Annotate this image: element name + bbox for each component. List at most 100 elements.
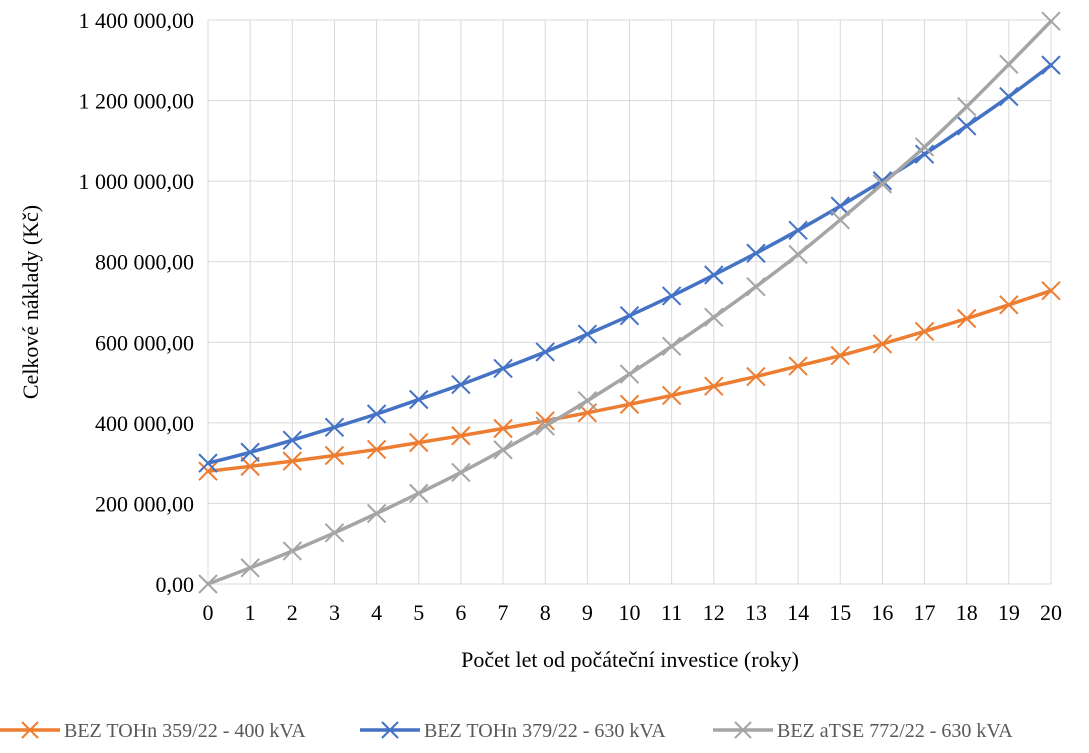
data-point-marker	[409, 483, 429, 504]
x-tick-label: 12	[703, 600, 725, 625]
legend-label: BEZ TOHn 359/22 - 400 kVA	[64, 720, 306, 742]
x-axis: 0 1 2 3 4 5 6 7 8 9 10 11 12 13 14 15 16 17 18 19 20	[203, 600, 1063, 625]
legend-item: BEZ TOHn 379/22 - 630 kVA	[360, 720, 666, 742]
data-point-marker	[746, 366, 766, 387]
data-point-marker	[999, 86, 1019, 107]
data-point-marker	[914, 321, 935, 342]
data-point-marker	[409, 389, 429, 410]
x-tick-label: 11	[661, 600, 682, 625]
data-point-marker	[619, 305, 640, 326]
data-point-marker	[704, 376, 724, 396]
data-point-marker	[1041, 55, 1061, 75]
y-tick-label: 1 400 000,00	[79, 8, 195, 33]
data-point-marker	[914, 137, 935, 157]
data-point-marker	[535, 342, 555, 362]
x-axis-title: Počet let od počáteční investice (roky)	[461, 647, 799, 672]
data-point-marker	[282, 430, 303, 450]
x-tick-label: 18	[956, 600, 978, 625]
x-tick-label: 7	[498, 600, 509, 625]
x-tick-label: 17	[914, 600, 936, 625]
data-point-marker	[282, 541, 303, 561]
data-point-marker	[451, 462, 471, 483]
y-tick-label: 400 000,00	[95, 411, 194, 436]
data-point-marker	[493, 418, 513, 439]
x-tick-label: 6	[455, 600, 466, 625]
data-point-marker	[366, 439, 387, 460]
data-point-marker	[198, 574, 218, 594]
legend-label: BEZ aTSE 772/22 - 630 kVA	[777, 720, 1013, 742]
series-group	[198, 11, 1061, 594]
x-tick-label: 9	[582, 600, 593, 625]
x-tick-label: 10	[619, 600, 641, 625]
data-point-marker	[746, 243, 766, 263]
data-point-marker	[788, 220, 808, 240]
legend-swatch-marker	[734, 721, 752, 739]
data-point-marker	[366, 404, 387, 424]
data-point-marker	[872, 171, 893, 191]
y-tick-label: 600 000,00	[95, 330, 194, 355]
data-point-marker	[198, 453, 218, 473]
legend-item: BEZ TOHn 359/22 - 400 kVA	[0, 720, 306, 742]
data-point-marker	[324, 445, 345, 466]
y-axis: 0,00 200 000,00 400 000,00 600 000,00 800 00…	[79, 8, 195, 597]
data-point-marker	[577, 390, 598, 411]
legend-item: BEZ aTSE 772/22 - 630 kVA	[713, 720, 1013, 742]
x-tick-label: 0	[203, 600, 214, 625]
data-point-marker	[1041, 281, 1061, 301]
data-point-marker	[535, 416, 555, 436]
data-point-marker	[324, 417, 345, 437]
x-tick-label: 16	[871, 600, 893, 625]
data-point-marker	[198, 461, 218, 481]
data-point-marker	[746, 276, 766, 297]
series-1	[198, 281, 1061, 481]
x-tick-label: 19	[998, 600, 1020, 625]
data-point-marker	[956, 308, 977, 329]
y-tick-label: 800 000,00	[95, 250, 194, 275]
data-point-marker	[535, 411, 555, 431]
data-point-marker	[661, 385, 682, 406]
data-point-marker	[704, 265, 724, 285]
data-point-marker	[493, 440, 513, 460]
data-point-marker	[661, 336, 682, 357]
data-point-marker	[619, 364, 640, 384]
series-2	[198, 55, 1061, 473]
y-tick-label: 1 200 000,00	[79, 89, 195, 114]
x-tick-label: 13	[745, 600, 767, 625]
data-point-marker	[704, 307, 724, 328]
data-point-marker	[788, 356, 808, 376]
y-tick-label: 1 000 000,00	[79, 169, 195, 194]
data-point-marker	[282, 451, 303, 471]
data-point-marker	[872, 174, 893, 194]
x-tick-label: 15	[829, 600, 851, 625]
data-point-marker	[1041, 11, 1061, 31]
x-tick-label: 5	[413, 600, 424, 625]
data-point-marker	[999, 295, 1019, 315]
legend: BEZ TOHn 359/22 - 400 kVA BEZ TOHn 379/22…	[0, 720, 1013, 742]
data-point-marker	[451, 374, 471, 395]
grid	[207, 19, 1052, 585]
data-point-marker	[577, 324, 598, 344]
x-tick-label: 20	[1040, 600, 1062, 625]
data-point-marker	[956, 96, 977, 117]
data-point-marker	[956, 116, 977, 136]
data-point-marker	[366, 503, 387, 524]
data-point-marker	[619, 394, 640, 415]
data-point-marker	[830, 210, 850, 230]
data-point-marker	[451, 426, 471, 446]
data-point-marker	[830, 345, 850, 366]
data-point-marker	[914, 144, 935, 164]
x-tick-label: 2	[287, 600, 298, 625]
data-point-marker	[830, 196, 850, 216]
data-point-marker	[324, 523, 345, 543]
x-tick-label: 8	[540, 600, 551, 625]
legend-swatch-marker	[21, 721, 39, 739]
legend-swatch-marker	[381, 721, 399, 739]
data-point-marker	[409, 432, 429, 453]
data-point-marker	[493, 358, 513, 379]
data-point-marker	[240, 442, 260, 462]
x-tick-label: 4	[371, 600, 382, 625]
x-tick-label: 3	[329, 600, 340, 625]
data-point-marker	[788, 244, 808, 265]
